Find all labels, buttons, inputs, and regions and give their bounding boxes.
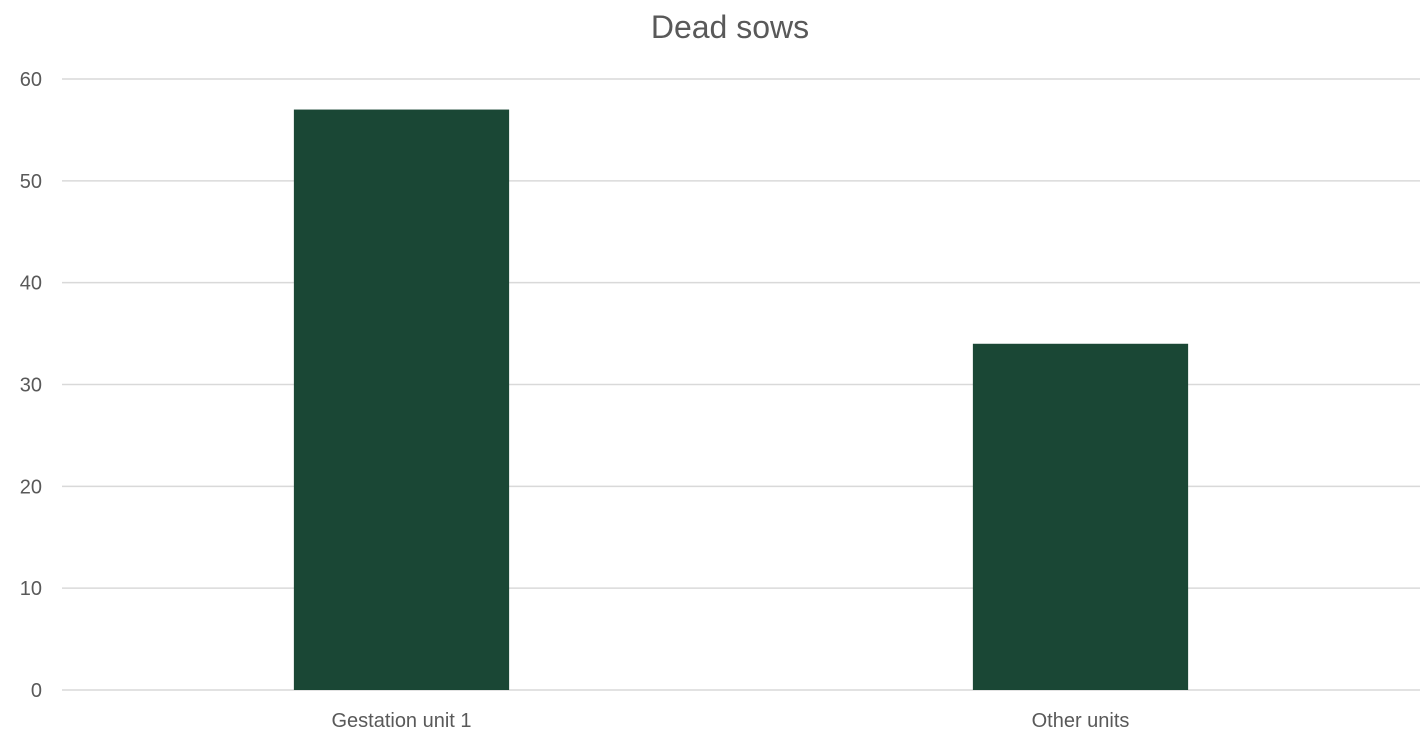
- chart-title: Dead sows: [651, 9, 809, 45]
- y-tick-label: 30: [20, 375, 42, 397]
- y-tick-label: 40: [20, 273, 42, 295]
- y-tick-label: 60: [20, 69, 42, 91]
- y-tick-label: 0: [31, 680, 42, 702]
- bar-other-units: [972, 343, 1189, 690]
- x-tick-label: Gestation unit 1: [331, 710, 471, 732]
- x-axis-tick-labels: Gestation unit 1 Other units: [331, 710, 1129, 732]
- y-tick-label: 10: [20, 578, 42, 600]
- y-tick-label: 20: [20, 476, 42, 498]
- y-tick-label: 50: [20, 171, 42, 193]
- y-axis-tick-labels: 0 10 20 30 40 50 60: [20, 69, 42, 702]
- bar-gestation-unit-1: [293, 109, 510, 691]
- x-tick-label: Other units: [1032, 710, 1130, 732]
- gridlines: [62, 78, 1420, 691]
- bars: [293, 109, 1189, 691]
